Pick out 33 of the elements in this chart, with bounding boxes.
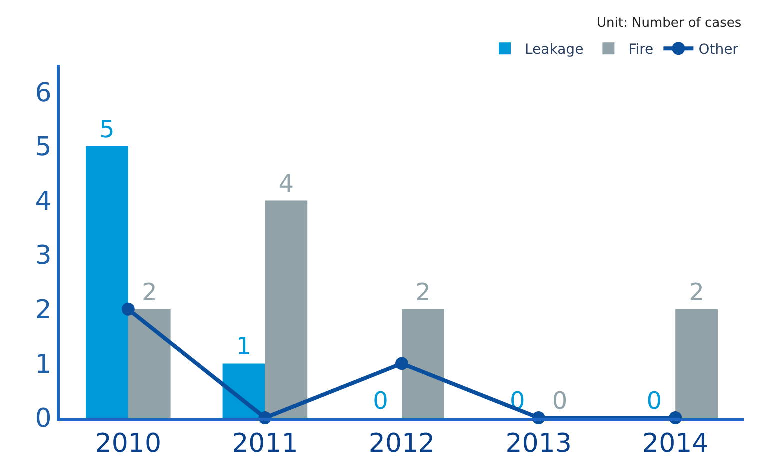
bar xyxy=(265,200,308,418)
y-tick-label: 6 xyxy=(35,78,52,108)
data-label: 1 xyxy=(236,332,252,361)
bar xyxy=(676,309,718,418)
data-label: 2 xyxy=(689,278,704,306)
data-label: 4 xyxy=(278,170,294,198)
bar xyxy=(86,146,128,418)
x-tick-label: 2011 xyxy=(232,429,298,460)
y-tick-label: 3 xyxy=(35,241,52,272)
legend-label: Other xyxy=(698,42,739,58)
text: Unit: Number of cases xyxy=(597,16,742,31)
data-label: 0 xyxy=(373,387,388,415)
x-tick-label: 2012 xyxy=(368,429,436,460)
data-label: 2 xyxy=(416,278,431,306)
data-label: 0 xyxy=(646,387,662,415)
x-tick-label: 2010 xyxy=(95,429,162,460)
x-tick-label: 2014 xyxy=(642,429,709,460)
data-label: 5 xyxy=(100,115,115,144)
data-label: 2 xyxy=(142,278,158,306)
y-tick-label: 2 xyxy=(35,295,52,326)
x-tick-label: 2013 xyxy=(506,429,572,460)
y-tick-label: 5 xyxy=(35,132,52,163)
y-tick-label: 0 xyxy=(35,404,52,434)
legend-label: Leakage xyxy=(525,42,584,58)
bar xyxy=(222,364,266,418)
legend-label: Fire xyxy=(628,42,654,58)
point xyxy=(122,302,135,316)
bar xyxy=(402,309,444,418)
bar xyxy=(128,309,171,418)
data-label: 0 xyxy=(552,387,568,415)
y-tick-label: 1 xyxy=(35,350,52,380)
point xyxy=(396,357,408,370)
y-tick-label: 4 xyxy=(35,186,52,217)
